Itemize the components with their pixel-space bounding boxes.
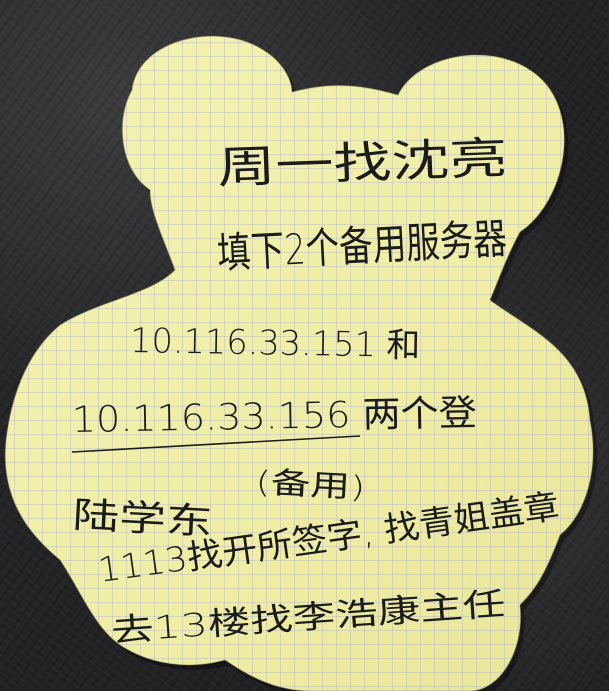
note-line-4: 10.116.33.156 两个登 bbox=[71, 393, 477, 441]
note-line-1: 周一找沈亮 bbox=[217, 133, 509, 194]
note-line-6: 陆学东 bbox=[72, 495, 214, 543]
underline-stroke bbox=[71, 435, 361, 453]
note-line-5: (备用) bbox=[255, 465, 367, 506]
note-line-3: 10.116.33.151 和 bbox=[130, 321, 421, 366]
